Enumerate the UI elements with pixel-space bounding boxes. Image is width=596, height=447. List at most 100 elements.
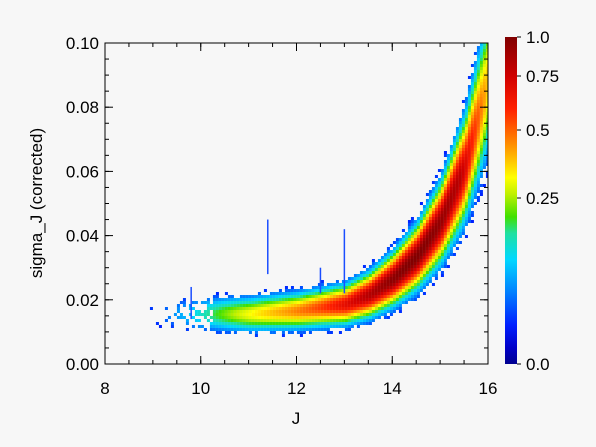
heat-cell: [440, 181, 444, 184]
heat-cell: [254, 334, 258, 337]
heat-cell: [431, 220, 435, 223]
heat-cell: [467, 187, 471, 190]
heat-cell: [326, 301, 330, 304]
heat-cell: [356, 325, 360, 328]
heat-cell: [428, 217, 432, 220]
heat-cell: [395, 268, 399, 271]
heat-cell: [272, 298, 276, 301]
heat-cell: [251, 316, 255, 319]
heat-cell: [287, 322, 291, 325]
heat-cell: [269, 316, 273, 319]
heat-cell: [359, 319, 363, 322]
heat-cell: [257, 325, 261, 328]
heat-cell: [413, 220, 417, 223]
heat-cell: [335, 316, 339, 319]
heat-cell: [413, 268, 417, 271]
heat-cell: [269, 292, 273, 295]
heat-cell: [197, 319, 201, 322]
heat-cell: [428, 211, 432, 214]
heat-cell: [410, 229, 414, 232]
heat-cell: [404, 283, 408, 286]
heat-cell: [353, 322, 357, 325]
heat-cell: [197, 310, 201, 313]
heat-cell: [395, 271, 399, 274]
heat-cell: [209, 325, 213, 328]
heat-cell: [215, 304, 219, 307]
heat-cell: [416, 235, 420, 238]
heat-cell: [449, 175, 453, 178]
heat-cell: [407, 232, 411, 235]
heat-cell: [374, 277, 378, 280]
heat-cell: [473, 103, 477, 106]
heat-cell: [287, 319, 291, 322]
heat-cell: [485, 121, 488, 124]
heat-cell: [419, 229, 423, 232]
heat-cell: [221, 307, 225, 310]
heat-cell: [482, 85, 486, 88]
heat-cell: [176, 307, 180, 310]
heat-cell: [413, 262, 417, 265]
heat-cell: [320, 313, 324, 316]
heat-cell: [413, 223, 417, 226]
heat-cell: [278, 316, 282, 319]
heat-cell: [383, 292, 387, 295]
heat-cell: [350, 304, 354, 307]
heat-cell: [386, 310, 390, 313]
heat-cell: [266, 304, 270, 307]
heat-cell: [353, 289, 357, 292]
heat-cell: [338, 295, 342, 298]
heat-cell: [194, 310, 198, 313]
heat-cell: [311, 328, 315, 331]
heat-cell: [482, 157, 486, 160]
heat-cell: [356, 289, 360, 292]
heat-cell: [335, 322, 339, 325]
heat-cell: [428, 214, 432, 217]
heat-cell: [482, 55, 486, 58]
heat-cell: [362, 307, 366, 310]
heat-cell: [431, 283, 435, 286]
heat-cell: [332, 295, 336, 298]
heat-cell: [296, 313, 300, 316]
heat-cell: [446, 217, 450, 220]
heat-cell: [464, 166, 468, 169]
heat-cell: [482, 133, 486, 136]
heat-cell: [425, 244, 429, 247]
heat-cell: [467, 130, 471, 133]
x-tick-label: 16: [479, 379, 498, 398]
heat-cell: [395, 295, 399, 298]
heat-cell: [374, 316, 378, 319]
heat-cell: [407, 223, 411, 226]
heat-cell: [446, 202, 450, 205]
heat-cell: [344, 283, 348, 286]
heat-cell: [431, 196, 435, 199]
heat-cell: [485, 64, 488, 67]
heat-cell: [392, 250, 396, 253]
heat-cell: [455, 154, 459, 157]
heat-cell: [434, 235, 438, 238]
heat-cell: [362, 283, 366, 286]
heat-cell: [365, 322, 369, 325]
heat-cell: [437, 238, 441, 241]
heat-cell: [398, 298, 402, 301]
heat-cell: [368, 289, 372, 292]
heat-cell: [272, 313, 276, 316]
heat-cell: [458, 130, 462, 133]
heat-cell: [302, 298, 306, 301]
heat-cell: [443, 199, 447, 202]
heat-cell: [371, 286, 375, 289]
heat-cell: [464, 109, 468, 112]
heat-cell: [296, 325, 300, 328]
heat-cell: [344, 298, 348, 301]
heat-cell: [479, 154, 483, 157]
heat-cell: [308, 325, 312, 328]
heat-cell: [461, 148, 465, 151]
heat-cell: [221, 316, 225, 319]
heat-cell: [479, 103, 483, 106]
heat-cell: [338, 325, 342, 328]
heat-cell: [353, 298, 357, 301]
heat-cell: [389, 277, 393, 280]
heat-cell: [263, 298, 267, 301]
heat-cell: [377, 298, 381, 301]
heat-cell: [191, 325, 195, 328]
heat-cell: [257, 319, 261, 322]
